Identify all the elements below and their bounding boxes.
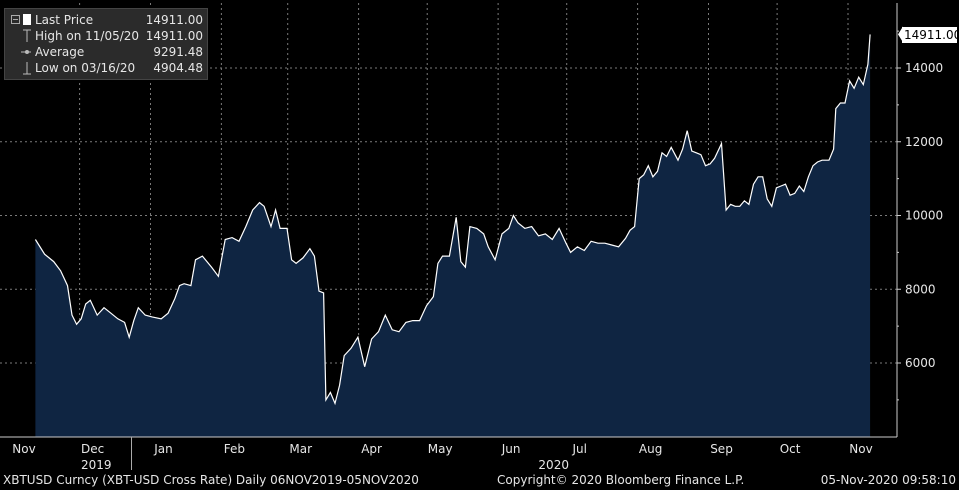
last-price-badge: 14911.00 — [902, 27, 959, 43]
legend-box: Last Price 14911.00 High on 11/05/20 149… — [4, 8, 208, 80]
x-month-label: Apr — [361, 442, 382, 456]
legend-label: High on 11/05/20 — [35, 29, 140, 43]
x-month-label: Jan — [153, 442, 173, 456]
y-tick-label: 10000 — [905, 209, 943, 223]
legend-row-low: Low on 03/16/20 4904.48 — [11, 60, 207, 76]
x-year-label: 2020 — [538, 458, 569, 472]
x-month-label: Nov — [12, 442, 35, 456]
axes — [0, 3, 903, 470]
last-price-pointer — [898, 26, 903, 43]
footer-ticker-description: XBTUSD Curncy (XBT-USD Cross Rate) Daily… — [3, 473, 419, 487]
y-tick-label: 14000 — [905, 61, 943, 75]
x-month-label: Oct — [780, 442, 801, 456]
high-marker-icon — [11, 28, 31, 44]
price-area — [35, 34, 871, 438]
price-line — [34, 34, 871, 406]
x-month-label: Sep — [710, 442, 733, 456]
y-tick-label: 6000 — [905, 356, 936, 370]
x-month-label: Aug — [639, 442, 662, 456]
legend-label: Low on 03/16/20 — [35, 61, 136, 75]
average-line-icon — [11, 44, 33, 60]
x-month-label: Dec — [81, 442, 104, 456]
footer-copyright: Copyright© 2020 Bloomberg Finance L.P. — [497, 473, 745, 487]
x-year-label: 2019 — [81, 458, 112, 472]
filled-square-icon — [11, 12, 33, 28]
tick-labels: 6000 8000 10000 12000 14000 Nov Dec Jan Feb Mar Ap… — [12, 61, 943, 472]
x-month-label: Jul — [571, 442, 586, 456]
legend-label: Last Price — [35, 13, 94, 27]
x-month-label: Feb — [224, 442, 245, 456]
legend-label: Average — [35, 45, 85, 59]
legend-value: 4904.48 — [153, 61, 203, 75]
legend-row-last-price: Last Price 14911.00 — [11, 12, 207, 28]
x-month-label: Nov — [849, 442, 872, 456]
legend-row-average: Average 9291.48 — [11, 44, 207, 60]
footer-timestamp: 05-Nov-2020 09:58:10 — [820, 473, 956, 487]
x-month-label: Mar — [289, 442, 312, 456]
legend-value: 9291.48 — [153, 45, 203, 59]
y-tick-label: 8000 — [905, 282, 936, 296]
legend-value: 14911.00 — [145, 29, 203, 43]
x-month-label: May — [428, 442, 453, 456]
legend-row-high: High on 11/05/20 14911.00 — [11, 28, 207, 44]
x-month-label: Jun — [501, 442, 521, 456]
legend-value: 14911.00 — [145, 13, 203, 27]
low-marker-icon — [11, 60, 31, 76]
y-tick-label: 12000 — [905, 135, 943, 149]
